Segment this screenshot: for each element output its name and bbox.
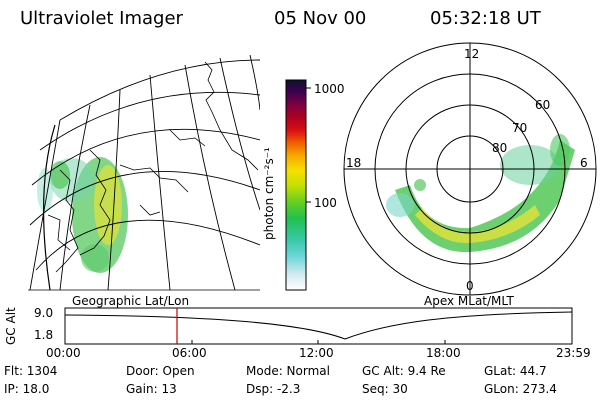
status-dsp: Dsp: -2.3	[246, 382, 301, 396]
status-gc-altitude: GC Alt: 9.4 Re	[362, 364, 446, 378]
colorbar-label-100: 100	[314, 196, 337, 210]
latitude-lines	[29, 59, 260, 271]
colorbar-unit-label: photon cm⁻²s⁻¹	[262, 147, 276, 240]
altitude-ytick-9: 9.0	[34, 306, 54, 320]
date-label: 05 Nov 00	[274, 8, 367, 29]
altitude-x-ticks	[64, 340, 573, 344]
altitude-xtick-1800: 18:00	[426, 346, 461, 360]
status-flight: Flt: 1304	[4, 364, 58, 378]
status-door: Door: Open	[126, 364, 195, 378]
status-geo-latitude: GLat: 44.7	[484, 364, 547, 378]
coastlines	[47, 61, 259, 273]
instrument-title: Ultraviolet Imager	[20, 8, 183, 29]
polar-map	[343, 42, 597, 296]
geo-aurora-emission	[37, 157, 128, 273]
geographic-panel-label: Geographic Lat/Lon	[72, 294, 190, 308]
colorbar	[285, 79, 307, 291]
altitude-curve	[64, 311, 573, 340]
altitude-xtick-0000: 00:00	[46, 346, 81, 360]
mlt-label-12: 12	[464, 47, 480, 61]
polar-aurora-emission	[386, 134, 575, 253]
altitude-xtick-2359: 23:59	[556, 346, 591, 360]
polar-panel-label: Apex MLat/MLT	[424, 294, 514, 308]
altitude-ytick-1.8: 1.8	[34, 328, 54, 342]
mlt-label-6: 6	[580, 156, 588, 170]
earth-limb	[43, 124, 56, 290]
altitude-xtick-0600: 06:00	[172, 346, 207, 360]
mlt-label-18: 18	[346, 156, 362, 170]
mlat-label-80: 80	[492, 141, 508, 155]
status-mode: Mode: Normal	[246, 364, 330, 378]
status-sequence: Seq: 30	[362, 382, 408, 396]
mlt-label-0: 0	[466, 279, 474, 293]
mlat-label-70: 70	[512, 121, 528, 135]
longitude-lines	[29, 55, 260, 290]
polar-grid	[343, 42, 597, 296]
status-ip: IP: 18.0	[4, 382, 50, 396]
altitude-plot	[64, 307, 573, 345]
time-label: 05:32:18 UT	[430, 8, 541, 29]
altitude-xtick-1200: 12:00	[299, 346, 334, 360]
altitude-plot-frame	[64, 307, 573, 345]
altitude-ylabel: GC Alt	[4, 307, 18, 345]
geographic-map	[29, 55, 260, 290]
colorbar-label-1000: 1000	[314, 82, 345, 96]
mlat-label-60: 60	[535, 98, 551, 112]
status-geo-longitude: GLon: 273.4	[484, 382, 557, 396]
status-gain: Gain: 13	[126, 382, 177, 396]
